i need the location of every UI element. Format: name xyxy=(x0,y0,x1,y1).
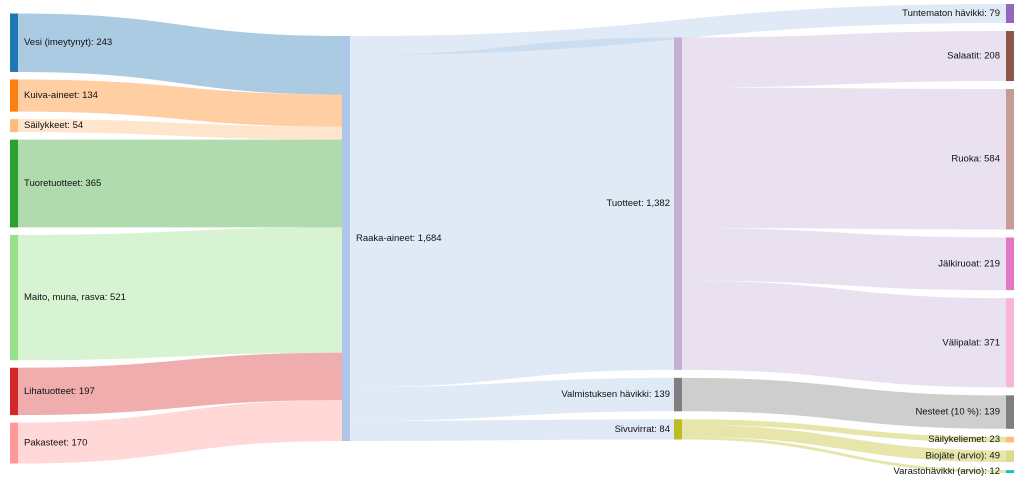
nodes-layer xyxy=(10,4,1014,473)
node-label-ruoka: Ruoka: 584 xyxy=(951,154,1000,165)
link-raaka-tunthav xyxy=(350,4,1006,55)
node-salaatit xyxy=(1006,30,1014,82)
node-label-biojate: Biojäte (arvio): 49 xyxy=(926,451,1000,462)
link-tuotteet-salaatit xyxy=(682,30,1006,88)
link-valmhav-nesteet xyxy=(682,377,1006,429)
link-liha-raaka xyxy=(18,352,342,416)
node-label-tuotteet: Tuotteet: 1,382 xyxy=(606,198,670,209)
node-vesi xyxy=(10,13,18,72)
node-sailykkeet xyxy=(10,119,18,133)
link-raaka-valmhav xyxy=(350,377,674,421)
node-label-raaka: Raaka-aineet: 1,684 xyxy=(356,233,442,244)
node-jalki xyxy=(1006,237,1014,291)
link-raaka-sivuvirrat xyxy=(350,419,674,441)
node-sivuvirrat xyxy=(674,419,682,440)
node-ruoka xyxy=(1006,89,1014,230)
link-tuore-raaka xyxy=(18,139,342,228)
links-layer xyxy=(18,4,1006,473)
link-tuotteet-valipalat xyxy=(682,280,1006,388)
node-label-vesi: Vesi (imeytynyt): 243 xyxy=(24,37,112,48)
link-kuiva-raaka xyxy=(18,79,342,127)
link-sivuvirrat-sailykeliemet xyxy=(682,419,1006,443)
node-label-valmhav: Valmistuksen hävikki: 139 xyxy=(561,389,670,400)
node-kuiva xyxy=(10,79,18,112)
link-vesi-raaka xyxy=(18,13,342,95)
node-raaka xyxy=(342,36,350,441)
node-label-liha: Lihatuotteet: 197 xyxy=(24,386,95,397)
link-raaka-tuotteet xyxy=(350,37,674,388)
node-label-tunthav: Tuntematon hävikki: 79 xyxy=(902,8,1000,19)
node-nesteet xyxy=(1006,395,1014,429)
node-sailykeliemet xyxy=(1006,436,1014,443)
node-liha xyxy=(10,367,18,416)
node-label-sailykeliemet: Säilykeliemet: 23 xyxy=(928,434,1000,445)
node-pakasteet xyxy=(10,422,18,464)
node-label-valipalat: Välipalat: 371 xyxy=(942,337,1000,348)
link-sailykkeet-raaka xyxy=(18,119,342,140)
link-tuotteet-jalki xyxy=(682,227,1006,291)
link-maito-raaka xyxy=(18,227,342,361)
node-valipalat xyxy=(1006,298,1014,388)
node-maito xyxy=(10,234,18,361)
link-tuotteet-ruoka xyxy=(682,87,1006,230)
node-label-jalki: Jälkiruoat: 219 xyxy=(938,258,1000,269)
node-label-tuore: Tuoretuotteet: 365 xyxy=(24,178,101,189)
node-tuore xyxy=(10,139,18,228)
node-valmhav xyxy=(674,377,682,412)
node-label-sivuvirrat: Sivuvirrat: 84 xyxy=(615,424,670,435)
node-label-nesteet: Nesteet (10 %): 139 xyxy=(916,407,1001,418)
labels-layer: Vesi (imeytynyt): 243 Kuiva-aineet: 134 Sä… xyxy=(24,8,1000,477)
node-label-kuiva: Kuiva-aineet: 134 xyxy=(24,90,98,101)
node-label-sailykkeet: Säilykkeet: 54 xyxy=(24,120,83,131)
node-label-maito: Maito, muna, rasva: 521 xyxy=(24,292,126,303)
node-label-pakasteet: Pakasteet: 170 xyxy=(24,438,87,449)
node-biojate xyxy=(1006,450,1014,463)
node-tunthav xyxy=(1006,4,1014,23)
link-sivuvirrat-varasto xyxy=(682,436,1006,473)
node-label-salaatit: Salaatit: 208 xyxy=(947,51,1000,62)
node-label-varasto: Varastohävikki (arvio): 12 xyxy=(894,466,1000,477)
node-tuotteet xyxy=(674,37,682,370)
node-varasto xyxy=(1006,470,1014,473)
link-pakasteet-raaka xyxy=(18,400,342,464)
link-sivuvirrat-biojate xyxy=(682,424,1006,463)
